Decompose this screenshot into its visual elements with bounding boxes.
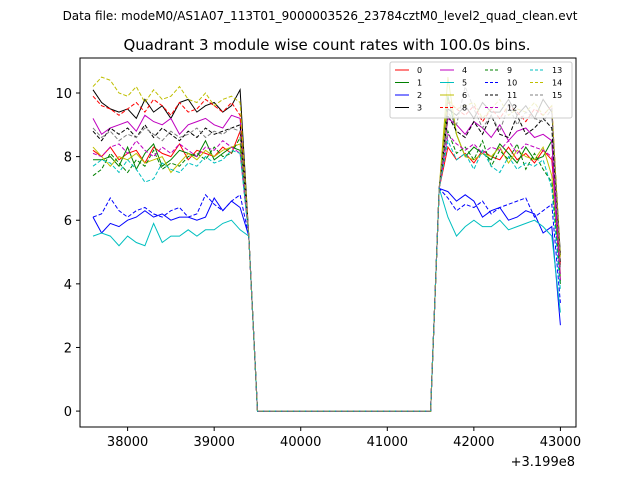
legend-label-5: 5	[462, 79, 467, 88]
series-line-12	[92, 133, 561, 412]
x-tick-label: 38000	[107, 435, 148, 450]
y-tick-label: 4	[64, 278, 72, 293]
series-line-10	[92, 187, 561, 412]
x-tick-label: 41000	[367, 435, 408, 450]
legend-label-1: 1	[417, 79, 422, 88]
x-offset-label: +3.199e8	[511, 455, 575, 470]
legend-label-14: 14	[552, 79, 562, 88]
legend-label-8: 8	[462, 104, 467, 113]
legend-label-10: 10	[507, 79, 517, 88]
legend-label-3: 3	[417, 104, 422, 113]
x-tick-label: 42000	[453, 435, 494, 450]
y-tick-label: 0	[64, 405, 72, 420]
legend-box	[389, 61, 573, 119]
legend-label-11: 11	[507, 91, 517, 100]
y-tick-label: 10	[55, 87, 72, 102]
legend-label-9: 9	[507, 66, 512, 75]
y-tick-label: 2	[64, 341, 72, 356]
y-tick-label: 8	[64, 151, 72, 166]
legend-label-4: 4	[462, 66, 467, 75]
legend-label-0: 0	[417, 66, 422, 75]
data-file-label: Data file: modeM0/AS1A07_113T01_90000035…	[63, 9, 578, 23]
x-tick-label: 40000	[280, 435, 321, 450]
legend-label-6: 6	[462, 91, 467, 100]
x-tick-label: 43000	[540, 435, 581, 450]
plot-area: 38000 39000 40000 41000 42000 430000246810012…	[55, 57, 581, 450]
axes-frame	[79, 57, 577, 428]
legend-label-13: 13	[552, 66, 562, 75]
y-tick-label: 6	[64, 214, 72, 229]
legend-label-2: 2	[417, 91, 422, 100]
x-tick-label: 39000	[193, 435, 234, 450]
legend-label-12: 12	[507, 104, 517, 113]
chart-title: Quadrant 3 module wise count rates with …	[123, 36, 530, 54]
legend-label-15: 15	[552, 91, 562, 100]
